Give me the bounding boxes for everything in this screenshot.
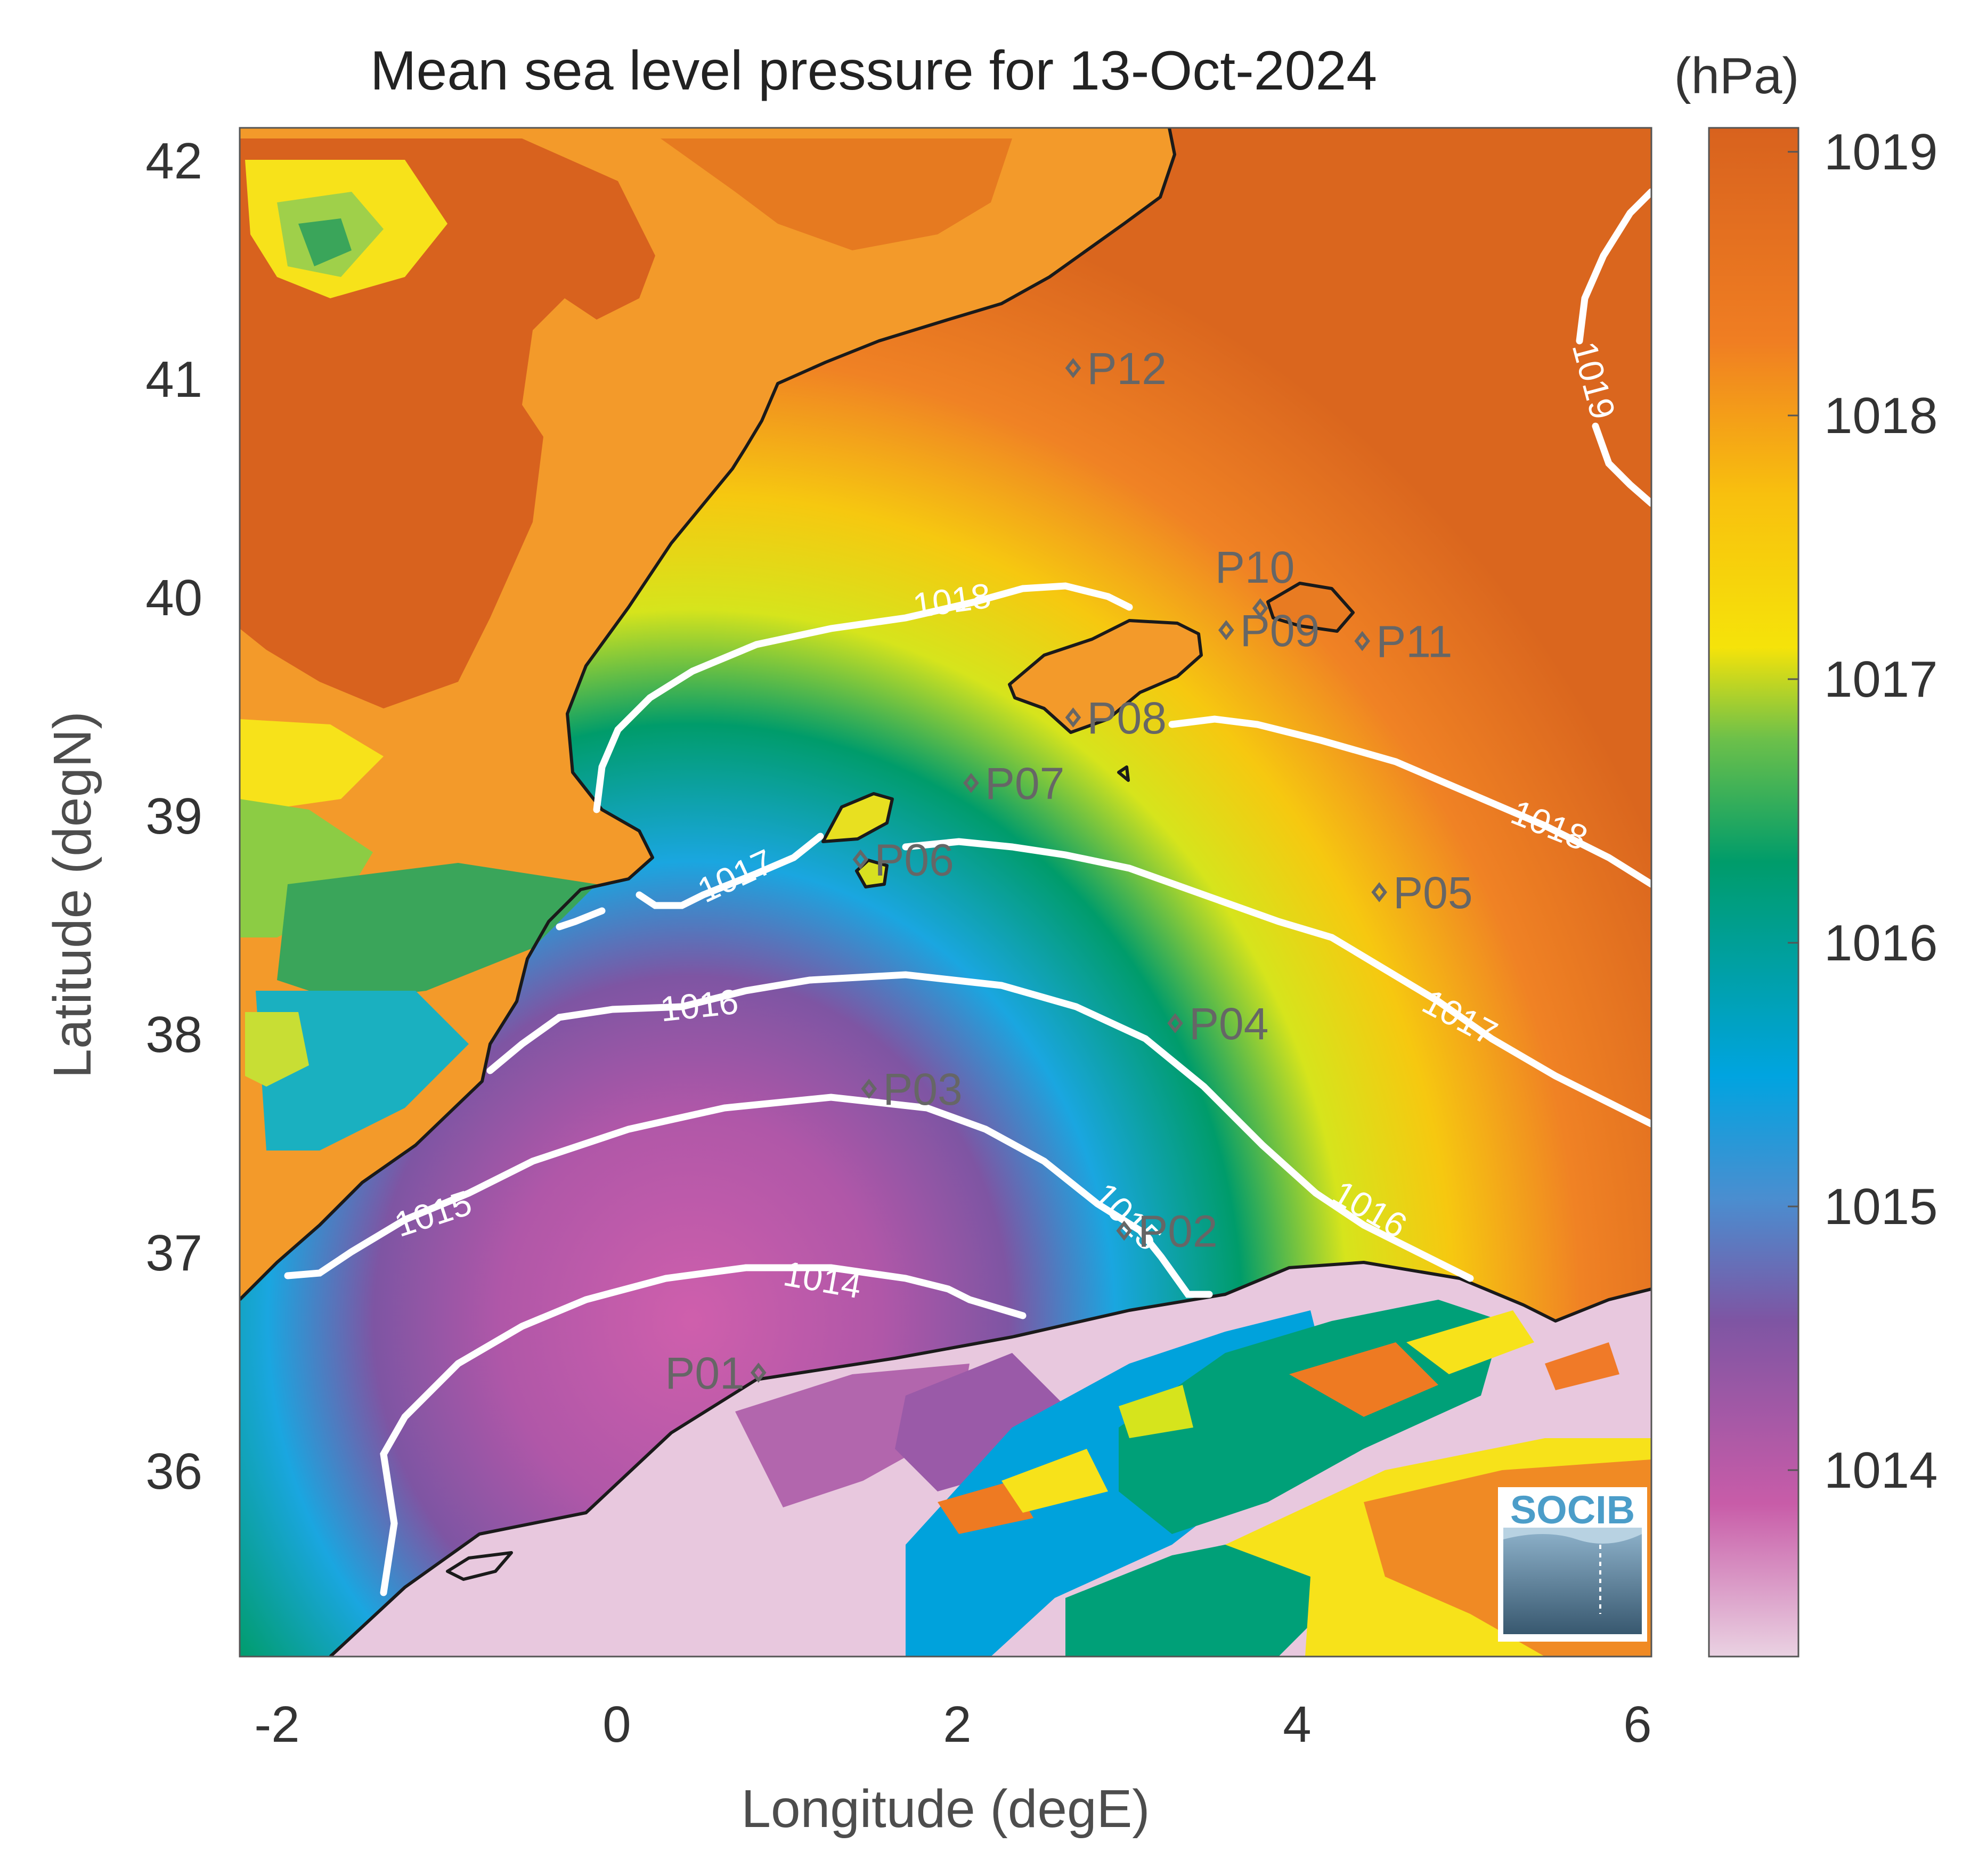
- isobar-1014: [380, 1264, 1027, 1596]
- island-mallorca: [1009, 621, 1201, 732]
- colorbar: (hPa) 1019 1018 1017 1016 1015 1014: [1674, 47, 1938, 1658]
- station-label: P03: [883, 1064, 962, 1114]
- x-axis: -2 0 2 4 6: [254, 1696, 1651, 1753]
- station-marker: [1252, 598, 1268, 618]
- x-axis-title: Longitude (degE): [741, 1779, 1150, 1839]
- y-tick-label: 36: [145, 1443, 202, 1500]
- isobar-1019: [1576, 188, 1651, 507]
- y-tick-label: 38: [145, 1006, 202, 1063]
- station-marker: [861, 1079, 877, 1099]
- isobars: [284, 188, 1651, 1596]
- y-tick-label: 42: [145, 133, 202, 190]
- y-tick-label: 41: [145, 351, 202, 408]
- station-marker: [750, 1363, 767, 1383]
- station-label: P01: [665, 1348, 744, 1398]
- socib-logo: SOCIB: [1498, 1487, 1647, 1642]
- isobar-label-1016: 1016: [658, 982, 740, 1029]
- y-tick-label: 37: [145, 1225, 202, 1282]
- colorbar-tick-label: 1017: [1824, 651, 1938, 708]
- y-tick-label: 40: [145, 569, 202, 626]
- station-marker: [1065, 707, 1081, 728]
- map-plot-area: 1014 1015 1015 1016 1016 1017 1017 1018 …: [240, 128, 1651, 1657]
- station-label: P09: [1240, 606, 1320, 656]
- coastline: [240, 128, 1651, 1657]
- x-tick-label: -2: [254, 1696, 299, 1753]
- x-tick-label: 4: [1283, 1696, 1311, 1753]
- station-label: P06: [874, 835, 954, 885]
- y-tick-label: 39: [145, 788, 202, 845]
- station-marker: [1218, 620, 1234, 640]
- station-label: P02: [1138, 1206, 1217, 1257]
- station-marker: [1354, 631, 1371, 651]
- colorbar-tick-label: 1018: [1824, 387, 1938, 444]
- station-marker: [1371, 882, 1387, 902]
- y-axis-title: Latitude (degN): [43, 711, 102, 1078]
- station-label: P04: [1189, 999, 1268, 1049]
- station-markers: P01 P02 P03 P04 P05 P06 P07 P08 P09 P10 P11 P12: [665, 344, 1472, 1398]
- station-label: P10: [1215, 542, 1294, 592]
- station-label: P08: [1087, 693, 1166, 743]
- station-marker: [963, 773, 979, 793]
- station-marker: [1116, 1220, 1133, 1241]
- land-texture: [240, 138, 1012, 1151]
- chart-title: Mean sea level pressure for 13-Oct-2024: [370, 40, 1377, 102]
- colorbar-tick-label: 1014: [1824, 1442, 1938, 1499]
- isobar-1018: [593, 582, 1651, 888]
- logo-text: SOCIB: [1510, 1488, 1635, 1532]
- isobar-1015: [284, 1094, 1213, 1298]
- colorbar-tick-label: 1015: [1824, 1178, 1938, 1235]
- station-marker: [1167, 1013, 1183, 1033]
- x-tick-label: 2: [943, 1696, 971, 1753]
- colorbar-tick-label: 1019: [1824, 124, 1938, 181]
- station-marker: [1065, 358, 1081, 378]
- colorbar-unit: (hPa): [1674, 47, 1799, 104]
- island-formentera: [857, 860, 887, 887]
- y-axis: 42 41 40 39 38 37 36: [145, 133, 202, 1500]
- island-menorca: [1268, 583, 1353, 631]
- isobar-1017: [556, 833, 1651, 1128]
- x-tick-label: 6: [1623, 1696, 1651, 1753]
- station-label: P05: [1393, 868, 1472, 918]
- station-marker: [852, 849, 869, 870]
- colorbar-scale: [1708, 127, 1799, 1658]
- x-tick-label: 0: [602, 1696, 631, 1753]
- colorbar-tick-label: 1016: [1824, 915, 1938, 972]
- station-label: P11: [1376, 617, 1452, 667]
- island-ibiza: [823, 794, 892, 842]
- plot-frame: [239, 127, 1652, 1658]
- station-label: P12: [1087, 344, 1166, 394]
- isobar-1016: [486, 971, 1474, 1282]
- station-label: P07: [985, 758, 1064, 809]
